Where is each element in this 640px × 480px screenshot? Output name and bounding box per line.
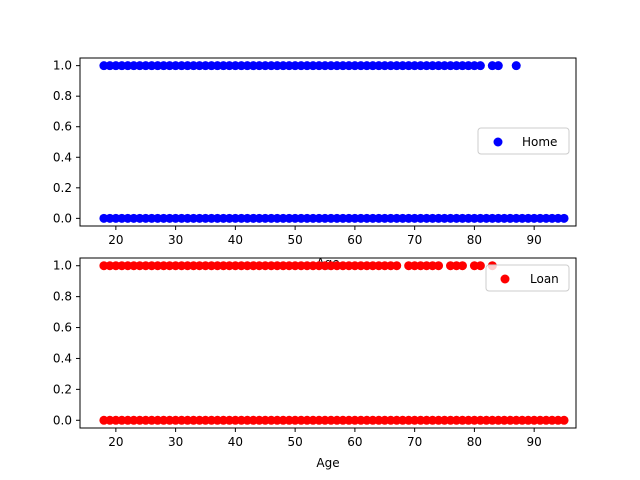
loan-legend-marker [500, 274, 510, 284]
home-points [99, 61, 569, 223]
loan-y-tick-label: 0.4 [53, 351, 72, 365]
loan-point [475, 261, 485, 271]
home-legend-label: Home [522, 135, 557, 149]
loan-point [559, 415, 569, 425]
home-x-tick-label: 70 [407, 233, 422, 247]
home-x-tick-label: 30 [168, 233, 183, 247]
loan-x-tick-label: 60 [347, 435, 362, 449]
loan-y-tick-label: 0.0 [53, 413, 72, 427]
loan-points [99, 261, 569, 425]
home-axes-frame [79, 57, 577, 227]
loan-x-tick-label: 90 [527, 435, 542, 449]
home-x-tick-label: 50 [287, 233, 302, 247]
loan-x-tick-label: 20 [108, 435, 123, 449]
loan-point [434, 261, 444, 271]
loan-x-tick-label: 40 [228, 435, 243, 449]
home-y-tick-label: 1.0 [53, 59, 72, 73]
loan-x-tick-label: 70 [407, 435, 422, 449]
home-y-tick-label: 0.0 [53, 211, 72, 225]
loan-x-ticks: 20 30 40 50 60 70 80 90 [108, 428, 542, 449]
loan-y-tick-label: 0.8 [53, 290, 72, 304]
home-x-tick-label: 20 [108, 233, 123, 247]
home-legend-box [477, 127, 570, 155]
loan-legend: Loan [485, 264, 570, 292]
loan-y-tick-label: 0.6 [53, 321, 72, 335]
loan-y-tick-label: 0.2 [53, 382, 72, 396]
home-x-tick-label: 90 [527, 233, 542, 247]
home-x-tick-label: 60 [347, 233, 362, 247]
loan-point [392, 261, 402, 271]
home-y-tick-label: 0.4 [53, 150, 72, 164]
home-y-ticks: 0.0 0.2 0.4 0.6 0.8 1.0 [53, 59, 80, 225]
home-y-tick-label: 0.6 [53, 120, 72, 134]
home-point [475, 61, 485, 71]
home-y-tick-label: 0.8 [53, 89, 72, 103]
loan-point [457, 261, 467, 271]
loan-x-tick-label: 50 [287, 435, 302, 449]
subplot-loan: 20 30 40 50 60 70 80 90 0.00.20.40.60.81.0 Age … [53, 257, 577, 470]
home-legend-marker [493, 137, 503, 147]
loan-y-ticks: 0.0 0.2 0.4 0.6 0.8 1.0 [53, 259, 80, 427]
loan-axes-frame [79, 257, 577, 429]
home-x-ticks: 20 30 40 50 60 70 80 90 [108, 226, 542, 247]
loan-legend-label: Loan [530, 272, 559, 286]
home-x-tick-label: 80 [467, 233, 482, 247]
loan-legend-box [485, 264, 570, 292]
loan-x-tick-label: 80 [467, 435, 482, 449]
home-y-tick-label: 0.2 [53, 181, 72, 195]
home-legend: Home [477, 127, 570, 155]
home-point [559, 213, 569, 223]
home-x-tick-label: 40 [228, 233, 243, 247]
home-point [511, 61, 521, 71]
home-point [493, 61, 503, 71]
loan-x-tick-label: 30 [168, 435, 183, 449]
loan-y-tick-label: 1.0 [53, 259, 72, 273]
loan-x-axis-label: Age [316, 456, 339, 470]
